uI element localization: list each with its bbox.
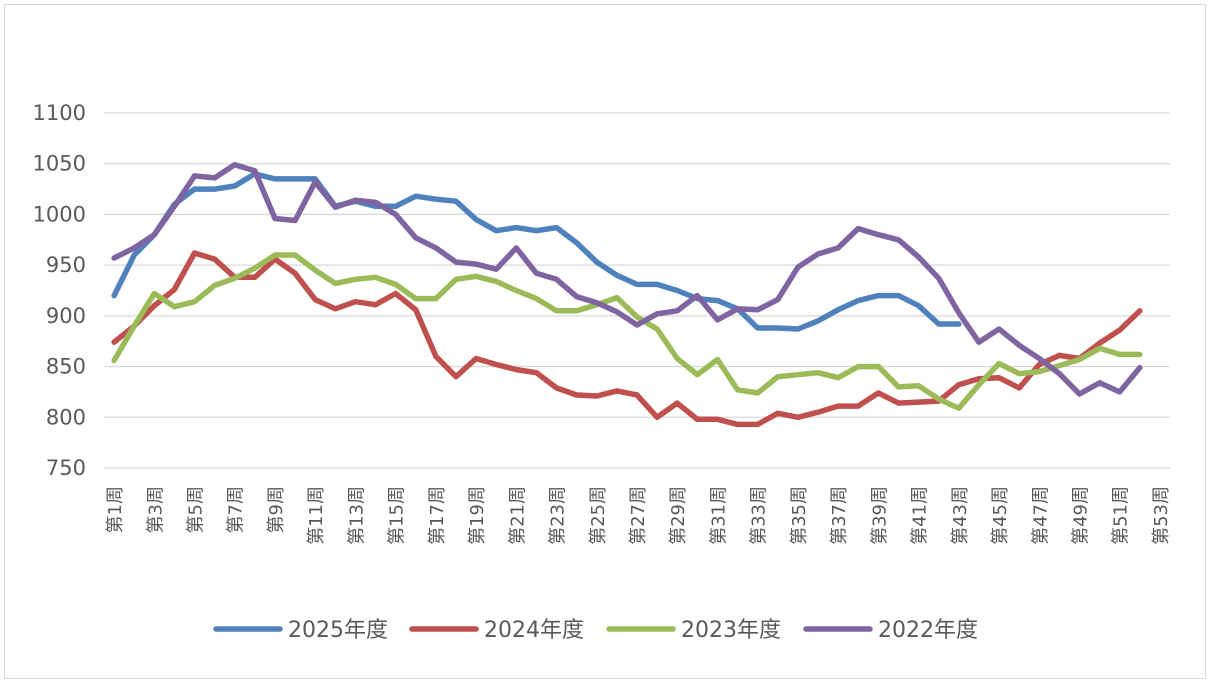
x-tick-label: 第41周 xyxy=(910,486,931,545)
legend-label-2022: 2022年度 xyxy=(878,618,978,643)
legend-label-2023: 2023年度 xyxy=(681,618,781,643)
x-tick-label: 第53周 xyxy=(1151,486,1172,545)
x-axis-tick-labels: 第1周 第3周 第5周 第7周 第9周 第11周 第13周 第15周 第17周 第19周 第21周第… xyxy=(105,486,1172,545)
x-tick-label: 第47周 xyxy=(1030,486,1051,545)
x-tick-label: 第31周 xyxy=(708,486,729,545)
x-tick-label: 第37周 xyxy=(829,486,850,545)
x-tick-label: 第29周 xyxy=(668,486,689,545)
x-tick-label: 第5周 xyxy=(186,486,207,533)
series-line-2024 xyxy=(111,250,1143,428)
series-line-2023 xyxy=(111,252,1143,411)
series-line-2022 xyxy=(111,161,1143,397)
x-tick-label: 第1周 xyxy=(105,486,126,533)
x-tick-label: 第51周 xyxy=(1111,486,1132,545)
legend-label-2025: 2025年度 xyxy=(288,618,388,643)
legend-label-2024: 2024年度 xyxy=(484,618,584,643)
y-tick-label: 750 xyxy=(46,456,86,480)
x-tick-label: 第13周 xyxy=(346,486,367,545)
x-tick-label: 第3周 xyxy=(145,486,166,533)
series-lines xyxy=(111,161,1143,428)
chart-frame xyxy=(4,4,1206,679)
x-tick-label: 第17周 xyxy=(427,486,448,545)
x-tick-label: 第19周 xyxy=(467,486,488,545)
x-tick-label: 第15周 xyxy=(387,486,408,545)
y-tick-label: 1000 xyxy=(33,202,86,226)
x-tick-label: 第11周 xyxy=(306,486,327,545)
y-tick-label: 950 xyxy=(46,253,86,277)
gridlines xyxy=(104,112,1170,469)
y-tick-label: 800 xyxy=(46,405,86,429)
y-tick-label: 900 xyxy=(46,304,86,328)
y-tick-label: 1050 xyxy=(33,152,86,176)
x-tick-label: 第45周 xyxy=(990,486,1011,545)
x-tick-label: 第39周 xyxy=(869,486,890,545)
legend: 2025年度 2024年度 2023年度 2022年度 xyxy=(213,618,978,643)
x-tick-label: 第23周 xyxy=(548,486,569,545)
y-axis-tick-labels: 750 800 850 900 950 1000 1050 1100 xyxy=(33,101,86,480)
x-tick-label: 第27周 xyxy=(628,486,649,545)
x-tick-label: 第33周 xyxy=(749,486,770,545)
y-tick-label: 1100 xyxy=(33,101,86,125)
x-tick-label: 第43周 xyxy=(950,486,971,545)
x-tick-label: 第25周 xyxy=(588,486,609,545)
x-tick-label: 第35周 xyxy=(789,486,810,545)
x-tick-label: 第21周 xyxy=(507,486,528,545)
y-tick-label: 850 xyxy=(46,355,86,379)
x-tick-label: 第49周 xyxy=(1070,486,1091,545)
x-tick-label: 第7周 xyxy=(226,486,247,533)
x-tick-label: 第9周 xyxy=(266,486,287,533)
